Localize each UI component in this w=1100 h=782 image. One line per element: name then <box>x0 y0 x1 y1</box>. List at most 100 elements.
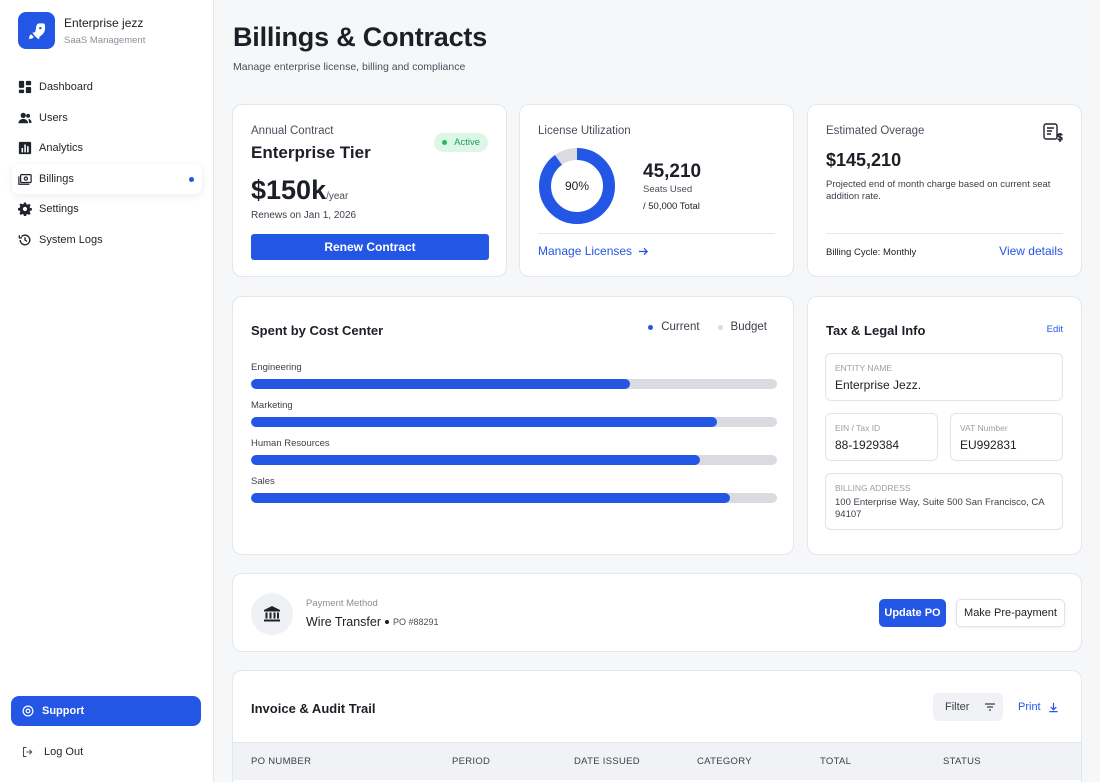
contract-price: $150k/year <box>251 175 348 206</box>
update-po-button[interactable]: Update PO <box>879 599 946 627</box>
brand[interactable]: Enterprise jezz SaaS Management <box>18 12 145 49</box>
budget-bar <box>251 379 777 389</box>
brand-name: Enterprise jezz <box>64 15 144 30</box>
contract-tier: Enterprise Tier <box>251 143 371 162</box>
license-label: License Utilization <box>538 125 631 137</box>
support-label: Support <box>42 705 85 717</box>
field-value: 88-1929384 <box>835 438 900 452</box>
users-icon <box>18 112 32 123</box>
edit-link[interactable]: Edit <box>1046 324 1063 335</box>
logout-button[interactable]: Log Out <box>22 746 83 758</box>
budget-bar <box>251 455 777 465</box>
sidebar-item-label: Billings <box>39 172 74 185</box>
legend-budget-dot <box>717 324 723 330</box>
utilization-percent: 90% <box>564 179 590 193</box>
make-prepayment-button[interactable]: Make Pre-payment <box>956 599 1065 627</box>
download-icon <box>1049 702 1058 712</box>
table-header: PO NUMBER PERIOD DATE ISSUED CATEGORY TO… <box>233 742 1081 780</box>
current-bar <box>251 493 730 503</box>
sidebar-item-billings[interactable]: Billings <box>12 163 202 194</box>
field-label: VAT Number <box>960 423 1008 433</box>
invoice-audit-card: Invoice & Audit Trail Filter Print PO NU… <box>232 670 1082 782</box>
sidebar-item-system-logs[interactable]: System Logs <box>12 225 202 256</box>
support-button[interactable]: Support <box>11 696 201 726</box>
cost-center-legend: Current Budget <box>630 321 767 333</box>
filter-button[interactable]: Filter <box>933 693 1003 721</box>
logout-label: Log Out <box>44 746 84 758</box>
billings-icon <box>18 173 32 185</box>
sidebar-item-analytics[interactable]: Analytics <box>12 133 202 164</box>
field-label: ENTITY NAME <box>835 363 892 373</box>
legend-current: Current <box>648 321 700 333</box>
license-utilization-card: License Utilization 90% 45,210 Seats Use… <box>519 104 794 277</box>
arrow-right-icon <box>638 247 649 255</box>
cost-center-title: Spent by Cost Center <box>251 323 384 338</box>
manage-licenses-link[interactable]: Manage Licenses <box>538 244 649 258</box>
bank-icon-wrap <box>251 593 293 635</box>
column-header[interactable]: DATE ISSUED <box>574 756 640 767</box>
cost-center-label: Human Resources <box>251 438 330 449</box>
field-label: EIN / Tax ID <box>835 423 881 433</box>
renew-contract-button[interactable]: Renew Contract <box>251 234 489 260</box>
divider <box>826 233 1063 234</box>
current-bar <box>251 417 717 427</box>
vat-field[interactable]: VAT Number EU992831 <box>950 413 1063 461</box>
sidebar-item-label: Settings <box>39 203 79 216</box>
status-text: Active <box>454 137 480 148</box>
cost-center-label: Sales <box>251 476 275 487</box>
active-indicator <box>189 176 194 182</box>
entity-name-field[interactable]: ENTITY NAME Enterprise Jezz. <box>825 353 1063 401</box>
bank-icon <box>264 606 280 622</box>
invoice-dollar-icon <box>1043 123 1063 142</box>
field-value: EU992831 <box>960 438 1017 452</box>
payment-method-card: Payment Method Wire Transfer PO #88291 U… <box>232 573 1082 652</box>
cost-center-row: Engineering <box>251 362 777 389</box>
column-header[interactable]: CATEGORY <box>697 756 752 767</box>
annual-contract-card: Annual Contract Enterprise Tier Active $… <box>232 104 507 277</box>
cost-center-card: Spent by Cost Center Current Budget Engi… <box>232 296 794 555</box>
sidebar-item-dashboard[interactable]: Dashboard <box>12 72 202 103</box>
legend-current-label: Current <box>661 321 700 333</box>
seats-total: / 50,000 Total <box>643 201 700 212</box>
status-dot-icon <box>442 140 448 145</box>
po-number: PO #88291 <box>393 617 439 627</box>
seats-used-value: 45,210 <box>643 161 702 182</box>
column-header[interactable]: PERIOD <box>452 756 491 767</box>
current-bar <box>251 455 700 465</box>
column-header[interactable]: TOTAL <box>820 756 852 767</box>
donut-fill <box>539 148 615 224</box>
manage-licenses-label: Manage Licenses <box>538 244 633 258</box>
seats-used-label: Seats Used <box>643 184 693 195</box>
ein-field[interactable]: EIN / Tax ID 88-1929384 <box>825 413 938 461</box>
print-link[interactable]: Print <box>1018 701 1059 713</box>
current-bar <box>251 379 630 389</box>
rocket-icon <box>18 12 55 49</box>
sidebar-item-settings[interactable]: Settings <box>12 194 202 225</box>
gear-icon <box>18 202 32 217</box>
field-value: Enterprise Jezz. <box>835 378 922 392</box>
cost-center-row: Human Resources <box>251 438 777 465</box>
filter-icon <box>985 703 996 711</box>
contract-label: Annual Contract <box>251 125 334 137</box>
sidebar-item-users[interactable]: Users <box>12 103 202 134</box>
utilization-donut <box>539 148 615 224</box>
column-header[interactable]: PO NUMBER <box>251 756 312 767</box>
divider <box>538 233 775 234</box>
history-icon <box>18 234 31 246</box>
sidebar: Enterprise jezz SaaS Management Dashboar… <box>0 0 214 782</box>
sidebar-item-label: System Logs <box>39 233 103 246</box>
price-value: $150k <box>251 175 327 205</box>
cost-center-row: Sales <box>251 476 777 503</box>
analytics-icon <box>18 142 32 155</box>
column-header[interactable]: STATUS <box>943 756 981 767</box>
print-label: Print <box>1018 701 1041 713</box>
legend-budget: Budget <box>717 321 767 333</box>
cost-center-label: Marketing <box>251 400 293 411</box>
estimated-overage-card: Estimated Overage $145,210 Projected end… <box>807 104 1082 277</box>
page-subtitle: Manage enterprise license, billing and c… <box>233 61 466 73</box>
sidebar-item-label: Dashboard <box>39 81 93 94</box>
view-details-link[interactable]: View details <box>999 244 1063 258</box>
payment-method-value: Wire Transfer PO #88291 <box>306 615 439 629</box>
billing-address-field[interactable]: BILLING ADDRESS 100 Enterprise Way, Suit… <box>825 473 1063 530</box>
sidebar-item-label: Users <box>39 111 68 124</box>
